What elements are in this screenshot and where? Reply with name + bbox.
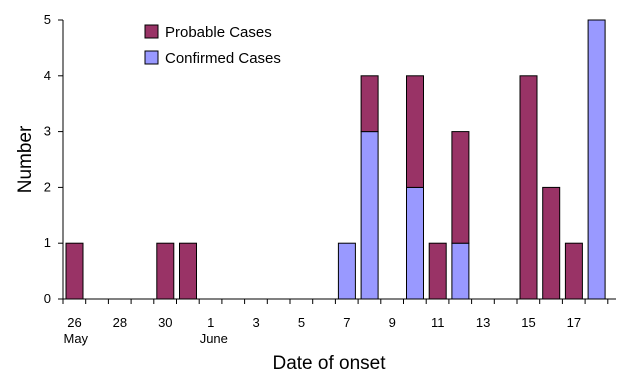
bar-probable-cases-may-26 bbox=[65, 242, 84, 300]
bar-confirmed-cases-june-7 bbox=[337, 242, 356, 300]
x-tick-label-may-30: 30 bbox=[158, 315, 172, 330]
x-tick-label-june-13: 13 bbox=[476, 315, 490, 330]
bar-probable-cases-june-10 bbox=[406, 75, 424, 188]
x-tick-label-june-7: 7 bbox=[343, 315, 350, 330]
x-tick-label-june-5: 5 bbox=[298, 315, 305, 330]
bar-probable-cases-june-17 bbox=[564, 242, 583, 300]
bars-group bbox=[65, 19, 606, 300]
bar-confirmed-cases-june-8 bbox=[360, 131, 379, 300]
legend: Probable Cases Confirmed Cases bbox=[144, 24, 281, 67]
y-tick-label-3: 3 bbox=[44, 124, 51, 139]
x-axis-title: Date of onset bbox=[272, 353, 386, 374]
x-tick-label-june-15: 15 bbox=[521, 315, 535, 330]
y-tick-label-4: 4 bbox=[44, 68, 51, 83]
bar-confirmed-cases-june-18 bbox=[587, 19, 606, 300]
legend-label-confirmed-cases: Confirmed Cases bbox=[165, 50, 281, 67]
x-tick-sublabel-may: May bbox=[64, 331, 89, 346]
bar-confirmed-cases-june-12 bbox=[451, 242, 470, 300]
bar-probable-cases-june-16 bbox=[542, 186, 561, 300]
x-tick-sublabel-june: June bbox=[200, 331, 228, 346]
bar-probable-cases-june-12 bbox=[451, 131, 470, 244]
bar-probable-cases-june-8 bbox=[360, 75, 379, 133]
x-tick-label-june-9: 9 bbox=[389, 315, 396, 330]
x-tick-label-may-28: 28 bbox=[113, 315, 127, 330]
x-tick-label-may-26: 26 bbox=[67, 315, 81, 330]
x-tick-label-june-17: 17 bbox=[567, 315, 581, 330]
bar-probable-cases-may-30 bbox=[156, 242, 175, 300]
y-tick-label-2: 2 bbox=[44, 179, 51, 194]
x-tick-label-june-1: 1 bbox=[207, 315, 214, 330]
x-tick-label-june-3: 3 bbox=[252, 315, 259, 330]
y-tick-label-5: 5 bbox=[44, 12, 51, 27]
legend-swatch-probable-cases bbox=[144, 24, 159, 39]
x-tick-label-june-11: 11 bbox=[431, 315, 445, 330]
bar-probable-cases-june-15 bbox=[519, 75, 538, 300]
bar-probable-cases-june-11 bbox=[428, 242, 447, 300]
legend-label-probable-cases: Probable Cases bbox=[165, 24, 272, 41]
legend-swatch-confirmed-cases bbox=[144, 50, 159, 65]
bar-confirmed-cases-june-10 bbox=[406, 186, 424, 300]
y-tick-label-0: 0 bbox=[44, 291, 51, 306]
y-tick-label-1: 1 bbox=[44, 235, 51, 250]
bar-probable-cases-may-31 bbox=[179, 242, 197, 300]
y-axis-title: Number bbox=[15, 125, 36, 193]
y-axis-ticks: 0 1 2 3 4 5 bbox=[44, 12, 63, 306]
